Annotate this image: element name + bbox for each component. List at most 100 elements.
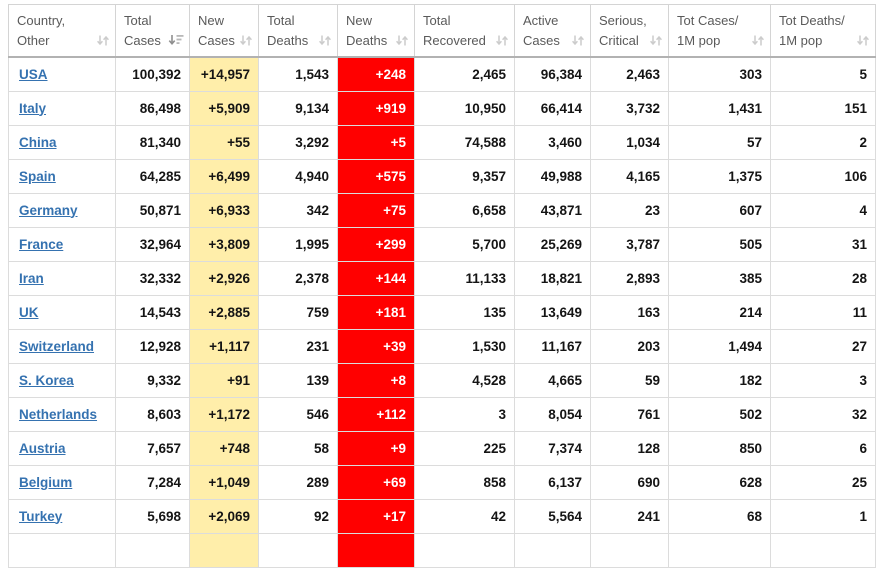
cell-total_cases: 64,285 — [115, 158, 190, 194]
cell-new_cases: +1,172 — [189, 396, 259, 432]
cell-serious_critical: 690 — [590, 464, 669, 500]
col-header-country[interactable]: Country, Other — [8, 4, 116, 58]
table-row: Iran 32,332 +2,926 2,378 +144 11,133 18,821 2,8… — [8, 260, 876, 296]
cell-new_cases: +748 — [189, 430, 259, 466]
cell-cases_per_1m: 502 — [668, 396, 771, 432]
country-link[interactable]: UK — [19, 304, 39, 320]
col-header-label: Total Recovered — [423, 13, 486, 48]
country-link[interactable]: Spain — [19, 168, 56, 184]
cell-new_deaths: +248 — [337, 56, 415, 92]
cell-total_recovered: 1,530 — [414, 328, 515, 364]
cell-active_cases: 49,988 — [514, 158, 591, 194]
table-row: China 81,340 +55 3,292 +5 74,588 3,460 1,034 57 2 — [8, 124, 876, 160]
cell-active_cases: 4,665 — [514, 362, 591, 398]
cell-new_cases: +91 — [189, 362, 259, 398]
cell-total_recovered: 9,357 — [414, 158, 515, 194]
cell-new_cases: +6,933 — [189, 192, 259, 228]
col-header-deaths_per_1m[interactable]: Tot Deaths/ 1M pop — [770, 4, 876, 58]
country-link[interactable]: Netherlands — [19, 406, 98, 422]
cell-total_deaths: 1,995 — [258, 226, 338, 262]
country-link[interactable]: Austria — [19, 440, 66, 456]
country-link[interactable]: Italy — [19, 100, 47, 116]
cell-deaths_per_1m: 31 — [770, 226, 876, 262]
cell-country: Germany — [8, 192, 116, 228]
cell-deaths_per_1m: 25 — [770, 464, 876, 500]
cell-country: Iran — [8, 260, 116, 296]
country-link[interactable]: China — [19, 134, 57, 150]
table-row: S. Korea 9,332 +91 139 +8 4,528 4,665 59 182 3 — [8, 362, 876, 398]
cell-total_recovered: 4,528 — [414, 362, 515, 398]
cell-country: USA — [8, 56, 116, 92]
country-link[interactable]: Germany — [19, 202, 78, 218]
cell-empty — [770, 532, 876, 568]
cell-cases_per_1m: 1,494 — [668, 328, 771, 364]
col-header-new_cases[interactable]: New Cases — [189, 4, 259, 58]
country-link[interactable]: S. Korea — [19, 372, 74, 388]
cell-total_deaths: 546 — [258, 396, 338, 432]
col-header-total_deaths[interactable]: Total Deaths — [258, 4, 338, 58]
cell-country: Switzerland — [8, 328, 116, 364]
cell-country: Netherlands — [8, 396, 116, 432]
cell-total_recovered: 3 — [414, 396, 515, 432]
country-link[interactable]: Belgium — [19, 474, 73, 490]
table-row: Netherlands 8,603 +1,172 546 +112 3 8,054 761 50… — [8, 396, 876, 432]
cell-new_cases: +1,049 — [189, 464, 259, 500]
cell-total_deaths: 759 — [258, 294, 338, 330]
country-link[interactable]: France — [19, 236, 64, 252]
cell-deaths_per_1m: 5 — [770, 56, 876, 92]
cell-total_recovered: 5,700 — [414, 226, 515, 262]
sort-both-icon — [96, 34, 110, 47]
sort-both-icon — [571, 34, 585, 47]
cell-serious_critical: 3,732 — [590, 90, 669, 126]
country-link[interactable]: Turkey — [19, 508, 63, 524]
table-row: Spain 64,285 +6,499 4,940 +575 9,357 49,988 4,1… — [8, 158, 876, 194]
col-header-active_cases[interactable]: Active Cases — [514, 4, 591, 58]
cell-deaths_per_1m: 27 — [770, 328, 876, 364]
cell-deaths_per_1m: 2 — [770, 124, 876, 160]
header-row: Country, Other Total Cases New Cases Total … — [8, 4, 876, 58]
col-header-label: New Deaths — [346, 13, 388, 48]
cell-new_deaths: +919 — [337, 90, 415, 126]
cell-total_recovered: 135 — [414, 294, 515, 330]
cell-total_deaths: 3,292 — [258, 124, 338, 160]
cell-active_cases: 13,649 — [514, 294, 591, 330]
cell-deaths_per_1m: 11 — [770, 294, 876, 330]
cell-total_cases: 50,871 — [115, 192, 190, 228]
cell-deaths_per_1m: 32 — [770, 396, 876, 432]
col-header-cases_per_1m[interactable]: Tot Cases/ 1M pop — [668, 4, 771, 58]
cell-active_cases: 3,460 — [514, 124, 591, 160]
country-link[interactable]: USA — [19, 66, 48, 82]
cell-cases_per_1m: 68 — [668, 498, 771, 534]
col-header-serious_critical[interactable]: Serious, Critical — [590, 4, 669, 58]
cell-cases_per_1m: 1,375 — [668, 158, 771, 194]
cell-empty — [258, 532, 338, 568]
col-header-total_recovered[interactable]: Total Recovered — [414, 4, 515, 58]
sort-both-icon — [318, 34, 332, 47]
cell-empty — [514, 532, 591, 568]
table-row: France 32,964 +3,809 1,995 +299 5,700 25,269 3,… — [8, 226, 876, 262]
cell-new_deaths: +575 — [337, 158, 415, 194]
table-row: Switzerland 12,928 +1,117 231 +39 1,530 11,167… — [8, 328, 876, 364]
col-header-new_deaths[interactable]: New Deaths — [337, 4, 415, 58]
col-header-label: Total Deaths — [267, 13, 309, 48]
cell-total_recovered: 74,588 — [414, 124, 515, 160]
cell-active_cases: 43,871 — [514, 192, 591, 228]
col-header-label: Tot Deaths/ 1M pop — [779, 13, 845, 48]
cell-total_deaths: 289 — [258, 464, 338, 500]
sort-both-icon — [495, 34, 509, 47]
cell-new_cases: +2,069 — [189, 498, 259, 534]
col-header-total_cases[interactable]: Total Cases — [115, 4, 190, 58]
cell-country: Turkey — [8, 498, 116, 534]
cell-serious_critical: 761 — [590, 396, 669, 432]
cell-country: Austria — [8, 430, 116, 466]
cell-new_cases: +6,499 — [189, 158, 259, 194]
cell-active_cases: 18,821 — [514, 260, 591, 296]
cell-total_recovered: 2,465 — [414, 56, 515, 92]
cell-empty — [189, 532, 259, 568]
cell-new_deaths: +39 — [337, 328, 415, 364]
country-link[interactable]: Switzerland — [19, 338, 95, 354]
cell-total_recovered: 225 — [414, 430, 515, 466]
country-link[interactable]: Iran — [19, 270, 44, 286]
cell-serious_critical: 2,463 — [590, 56, 669, 92]
col-header-label: Total Cases — [124, 13, 161, 48]
